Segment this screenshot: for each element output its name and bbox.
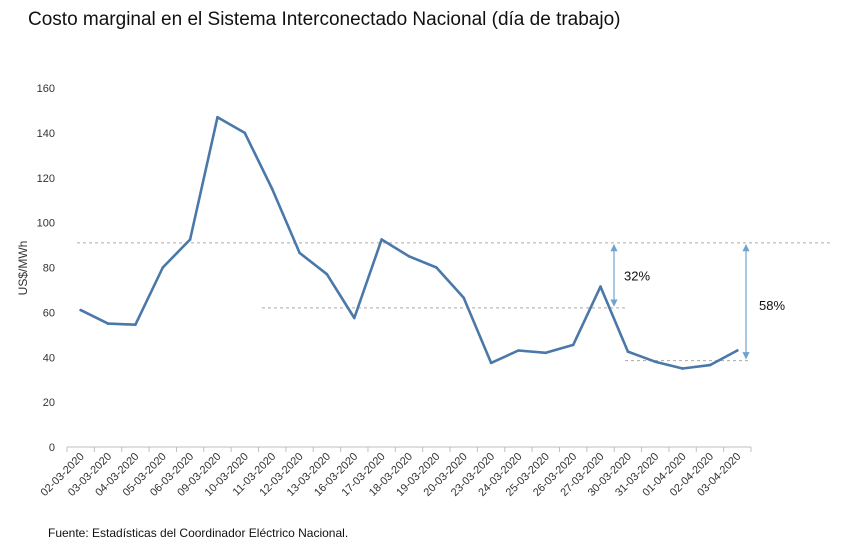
y-tick-label: 100 — [37, 218, 55, 230]
data-point — [736, 349, 739, 352]
data-point — [134, 323, 137, 327]
y-tick-label: 120 — [37, 173, 55, 185]
data-point — [407, 254, 411, 258]
source-note: Fuente: Estadísticas del Coordinador Elé… — [48, 526, 349, 540]
data-point — [599, 285, 602, 288]
data-point — [544, 351, 548, 355]
data-point — [517, 349, 520, 352]
data-point — [298, 251, 301, 255]
y-tick-label: 40 — [43, 352, 55, 364]
data-point — [489, 361, 493, 365]
data-point — [708, 363, 712, 367]
change-label: 32% — [624, 268, 650, 283]
data-point — [681, 367, 684, 370]
data-point — [352, 316, 356, 320]
data-point — [653, 360, 657, 364]
axis-layer: 02040608010012014016002-03-202003-03-202… — [16, 83, 752, 499]
y-tick-label: 140 — [37, 128, 55, 140]
chart-title: Costo marginal en el Sistema Interconect… — [28, 9, 621, 30]
y-tick-label: 0 — [49, 442, 55, 454]
data-point — [380, 238, 383, 241]
reference-lines — [77, 242, 830, 362]
data-point — [626, 350, 630, 353]
data-point — [106, 322, 110, 325]
data-point — [435, 266, 438, 269]
y-tick-label: 160 — [37, 83, 55, 95]
data-point — [270, 187, 274, 191]
annotation-layer: 32% 58% — [610, 244, 785, 360]
data-point — [462, 296, 466, 300]
series-layer — [79, 115, 739, 370]
change-label: 58% — [759, 298, 785, 313]
y-tick-label: 20 — [43, 397, 55, 409]
y-tick-label: 80 — [43, 263, 55, 275]
data-point — [188, 238, 192, 241]
y-axis-label: US$/MWh — [16, 241, 30, 296]
y-tick-label: 60 — [43, 307, 55, 319]
data-point — [571, 343, 575, 347]
data-point — [161, 266, 165, 269]
data-point — [325, 272, 329, 276]
data-point — [79, 308, 82, 312]
data-point — [216, 115, 219, 119]
data-point — [243, 131, 247, 135]
